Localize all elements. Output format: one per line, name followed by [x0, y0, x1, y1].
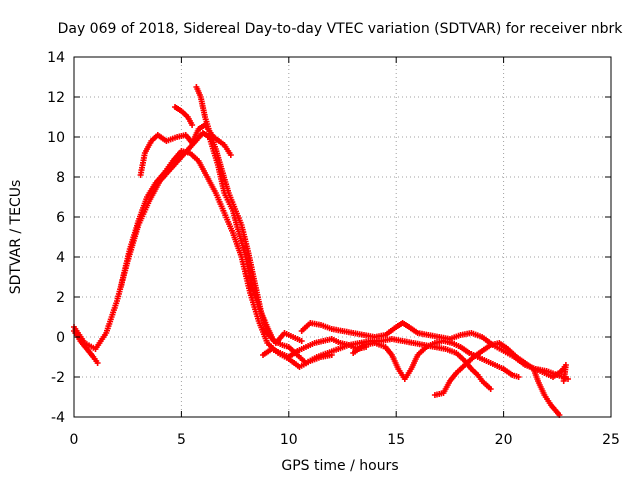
series-track-j — [431, 340, 563, 418]
chart-title: Day 069 of 2018, Sidereal Day-to-day VTE… — [58, 21, 624, 37]
series-markers — [431, 340, 563, 418]
y-tick-label: 6 — [56, 210, 65, 226]
series-track-h — [298, 320, 571, 382]
series-track-e — [172, 104, 196, 128]
x-tick-label: 20 — [495, 432, 513, 448]
x-tick-label: 5 — [177, 432, 186, 448]
y-tick-label: -4 — [51, 410, 65, 426]
x-tick-label: 0 — [70, 432, 79, 448]
y-tick-label: 0 — [56, 330, 65, 346]
series-markers — [172, 104, 196, 128]
y-axis-label: SDTVAR / TECUs — [8, 180, 24, 295]
grid-layer — [74, 57, 611, 417]
y-tick-label: 8 — [56, 170, 65, 186]
y-tick-label: -2 — [51, 370, 65, 386]
series-track-g — [260, 336, 370, 360]
x-tick-label: 15 — [387, 432, 405, 448]
y-tick-label: 14 — [47, 50, 65, 66]
plot-frame — [73, 56, 612, 418]
series-markers — [260, 336, 370, 360]
series-track-k — [532, 362, 569, 384]
y-tick-label: 12 — [47, 90, 65, 106]
y-tick-label: 10 — [47, 130, 65, 146]
x-tick-label: 10 — [280, 432, 298, 448]
tick-layer: 0 5 10 15 20 25 -4 -2 0 2 4 6 8 10 12 14 — [47, 50, 620, 448]
series-layer — [71, 84, 571, 418]
x-tick-label: 25 — [602, 432, 620, 448]
series-track-c — [118, 148, 335, 370]
series-markers — [298, 320, 571, 382]
series-markers — [532, 362, 569, 384]
x-axis-label: GPS time / hours — [281, 458, 398, 474]
series-markers — [193, 84, 305, 346]
series-markers — [118, 148, 335, 370]
y-tick-label: 4 — [56, 250, 65, 266]
series-line — [195, 85, 303, 345]
series-line — [72, 131, 492, 391]
y-tick-label: 2 — [56, 290, 65, 306]
series-track-f — [193, 84, 305, 346]
